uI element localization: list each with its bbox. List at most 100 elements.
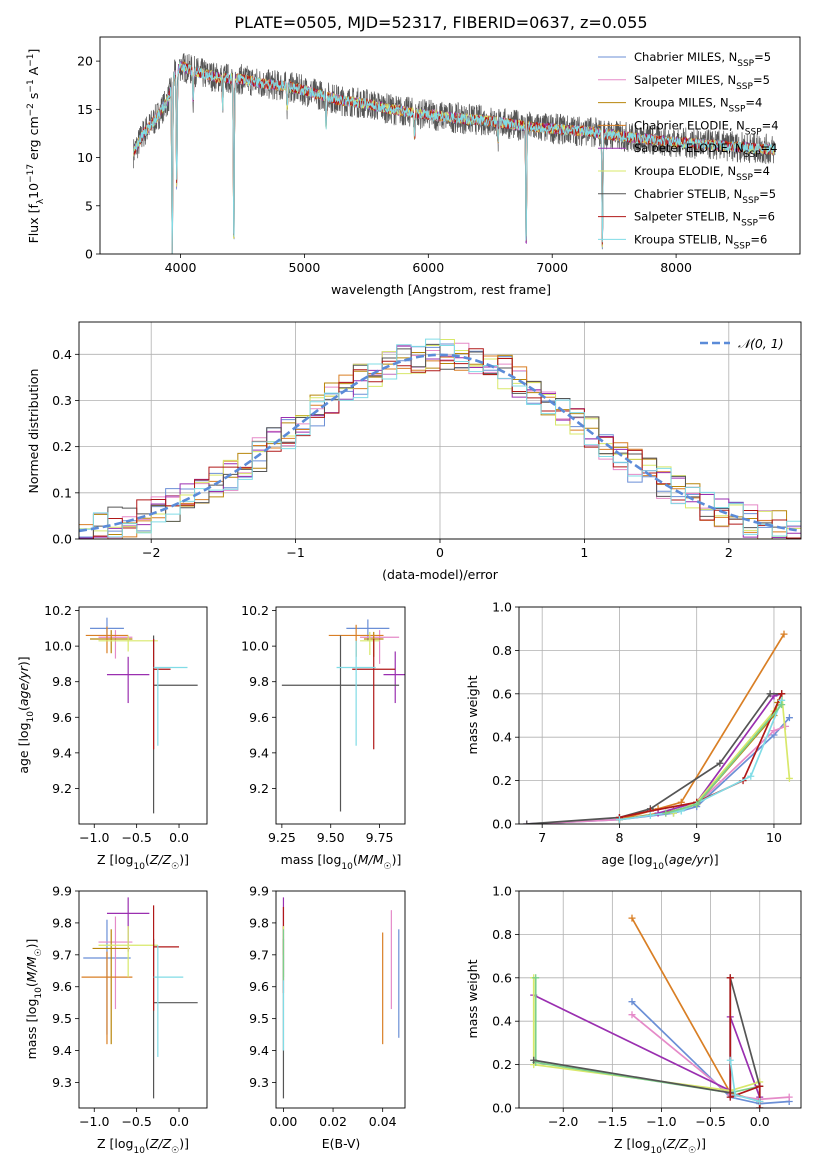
label-part: ( xyxy=(664,852,669,867)
y-tick-label: 9.7 xyxy=(249,947,269,962)
errorbar-point xyxy=(92,929,130,1045)
figure-title: PLATE=0505, MJD=52317, FIBERID=0637, z=0… xyxy=(234,13,647,32)
x-tick-label: 0.04 xyxy=(369,1114,397,1129)
x-tick-label: 0.0 xyxy=(169,830,189,845)
spectrum-line xyxy=(133,61,776,254)
label-part: SSP xyxy=(742,196,759,206)
label-part: )] xyxy=(24,939,39,949)
label-part: )] xyxy=(179,1136,189,1151)
y-tick-label: 9.6 xyxy=(249,979,269,994)
histogram-series xyxy=(79,338,801,538)
y-axis-label: mass weight xyxy=(465,675,480,754)
x-tick-label: 0.0 xyxy=(169,1114,189,1129)
label-part: ☉ xyxy=(34,948,44,956)
y-tick-label: 0.8 xyxy=(492,927,512,942)
label-part: Kroupa ELODIE, N xyxy=(634,164,736,178)
weight-line xyxy=(532,977,760,1092)
y-tick-label: 9.3 xyxy=(249,1075,269,1090)
legend-label: Chabrier STELIB, NSSP=5 xyxy=(634,187,776,206)
plot-area xyxy=(530,914,793,1108)
plot-area xyxy=(133,53,776,254)
y-tick-label: 9.6 xyxy=(249,710,269,725)
errorbar-point xyxy=(98,916,133,1010)
x-tick-label: −1.0 xyxy=(646,1114,676,1129)
errorbar-point xyxy=(153,945,184,1057)
label-part: ☉ xyxy=(384,862,392,872)
label-part: SSP xyxy=(736,82,753,92)
plus-marker xyxy=(523,820,531,824)
plot-area xyxy=(81,897,198,1099)
plot-area xyxy=(523,630,793,824)
label-part: λ xyxy=(36,198,46,204)
y-axis-label: Normed distribution xyxy=(26,369,41,494)
y-tick-label: 1.0 xyxy=(492,884,512,899)
plus-marker xyxy=(756,1104,764,1108)
chart-age_vs_Z: −1.0 −0.5 0.09.29.49.69.810.010.2Z [log10(… xyxy=(16,603,208,872)
label-part: SSP xyxy=(734,241,751,251)
x-axis-label: Z [log10(Z/Z☉)] xyxy=(97,852,189,872)
label-part: Z/Z xyxy=(149,1136,172,1151)
errorbar-point xyxy=(336,640,376,746)
plus-marker xyxy=(747,772,755,780)
label-part: =5 xyxy=(759,187,776,201)
histogram-series xyxy=(79,348,801,539)
y-tick-label: 0.2 xyxy=(492,1057,512,1072)
label-part: =5 xyxy=(753,73,770,87)
label-part: Chabrier ELODIE, N xyxy=(634,118,745,132)
label-part: SSP xyxy=(737,59,754,69)
plus-marker xyxy=(530,1056,538,1064)
x-tick-label: 9.25 xyxy=(268,830,296,845)
x-tick-label: 7 xyxy=(538,830,546,845)
errorbar-point xyxy=(152,639,171,750)
x-tick-label: 0.0 xyxy=(750,1114,770,1129)
plus-marker xyxy=(778,690,786,698)
label-part: SSP xyxy=(729,105,746,115)
label-part: M/M xyxy=(358,852,384,867)
spectrum-line xyxy=(133,62,776,254)
y-tick-label: 0.4 xyxy=(492,730,512,745)
x-tick-label: −0.5 xyxy=(121,1114,151,1129)
axes-frame xyxy=(518,890,802,1109)
axes-frame xyxy=(275,890,406,1109)
legend-label: Kroupa STELIB, NSSP=6 xyxy=(634,232,767,251)
label-part: 10 xyxy=(653,862,665,872)
plus-marker xyxy=(785,774,793,782)
x-tick-label: 9.75 xyxy=(366,830,394,845)
plus-marker xyxy=(532,974,540,982)
x-tick-label: −2 xyxy=(142,545,160,560)
label-part: mass [log xyxy=(281,852,342,867)
label-part: Z [log xyxy=(614,1136,650,1151)
plot-area xyxy=(85,617,198,814)
x-tick-label: −1.0 xyxy=(79,830,109,845)
x-tick-label: −2.0 xyxy=(548,1114,578,1129)
y-tick-label: 9.4 xyxy=(52,745,72,760)
errorbar-point xyxy=(383,651,405,704)
label-part: Flux [f xyxy=(26,204,41,244)
x-tick-label: 1 xyxy=(580,545,588,560)
plus-marker xyxy=(726,1093,734,1101)
label-part: Salpeter MILES, N xyxy=(634,73,736,87)
y-tick-label: 0.2 xyxy=(52,439,72,454)
x-tick-label: 6000 xyxy=(412,260,444,275)
weight-line xyxy=(534,977,760,1094)
label-part: Kroupa MILES, N xyxy=(634,96,729,110)
plus-marker xyxy=(628,1011,636,1019)
plus-marker xyxy=(778,701,786,709)
y-tick-label: 9.9 xyxy=(52,884,72,899)
plus-marker xyxy=(726,1056,734,1064)
x-tick-label: −1 xyxy=(286,545,304,560)
plot-area xyxy=(282,897,400,1099)
label-part: =4 xyxy=(753,164,770,178)
label-part: =5 xyxy=(754,50,771,64)
errorbar-point xyxy=(98,635,158,652)
legend-label: Salpeter ELODIE, NSSP=4 xyxy=(634,141,777,160)
y-tick-label: 0.0 xyxy=(492,1101,512,1116)
errorbar-point xyxy=(106,656,150,704)
label-part: )] xyxy=(392,852,402,867)
legend-label: Chabrier MILES, NSSP=5 xyxy=(634,50,771,69)
label-part: 10 xyxy=(341,862,353,872)
y-tick-label: 9.8 xyxy=(249,915,269,930)
y-tick-label: 0.1 xyxy=(52,485,72,500)
legend-label: Kroupa MILES, NSSP=4 xyxy=(634,96,762,115)
